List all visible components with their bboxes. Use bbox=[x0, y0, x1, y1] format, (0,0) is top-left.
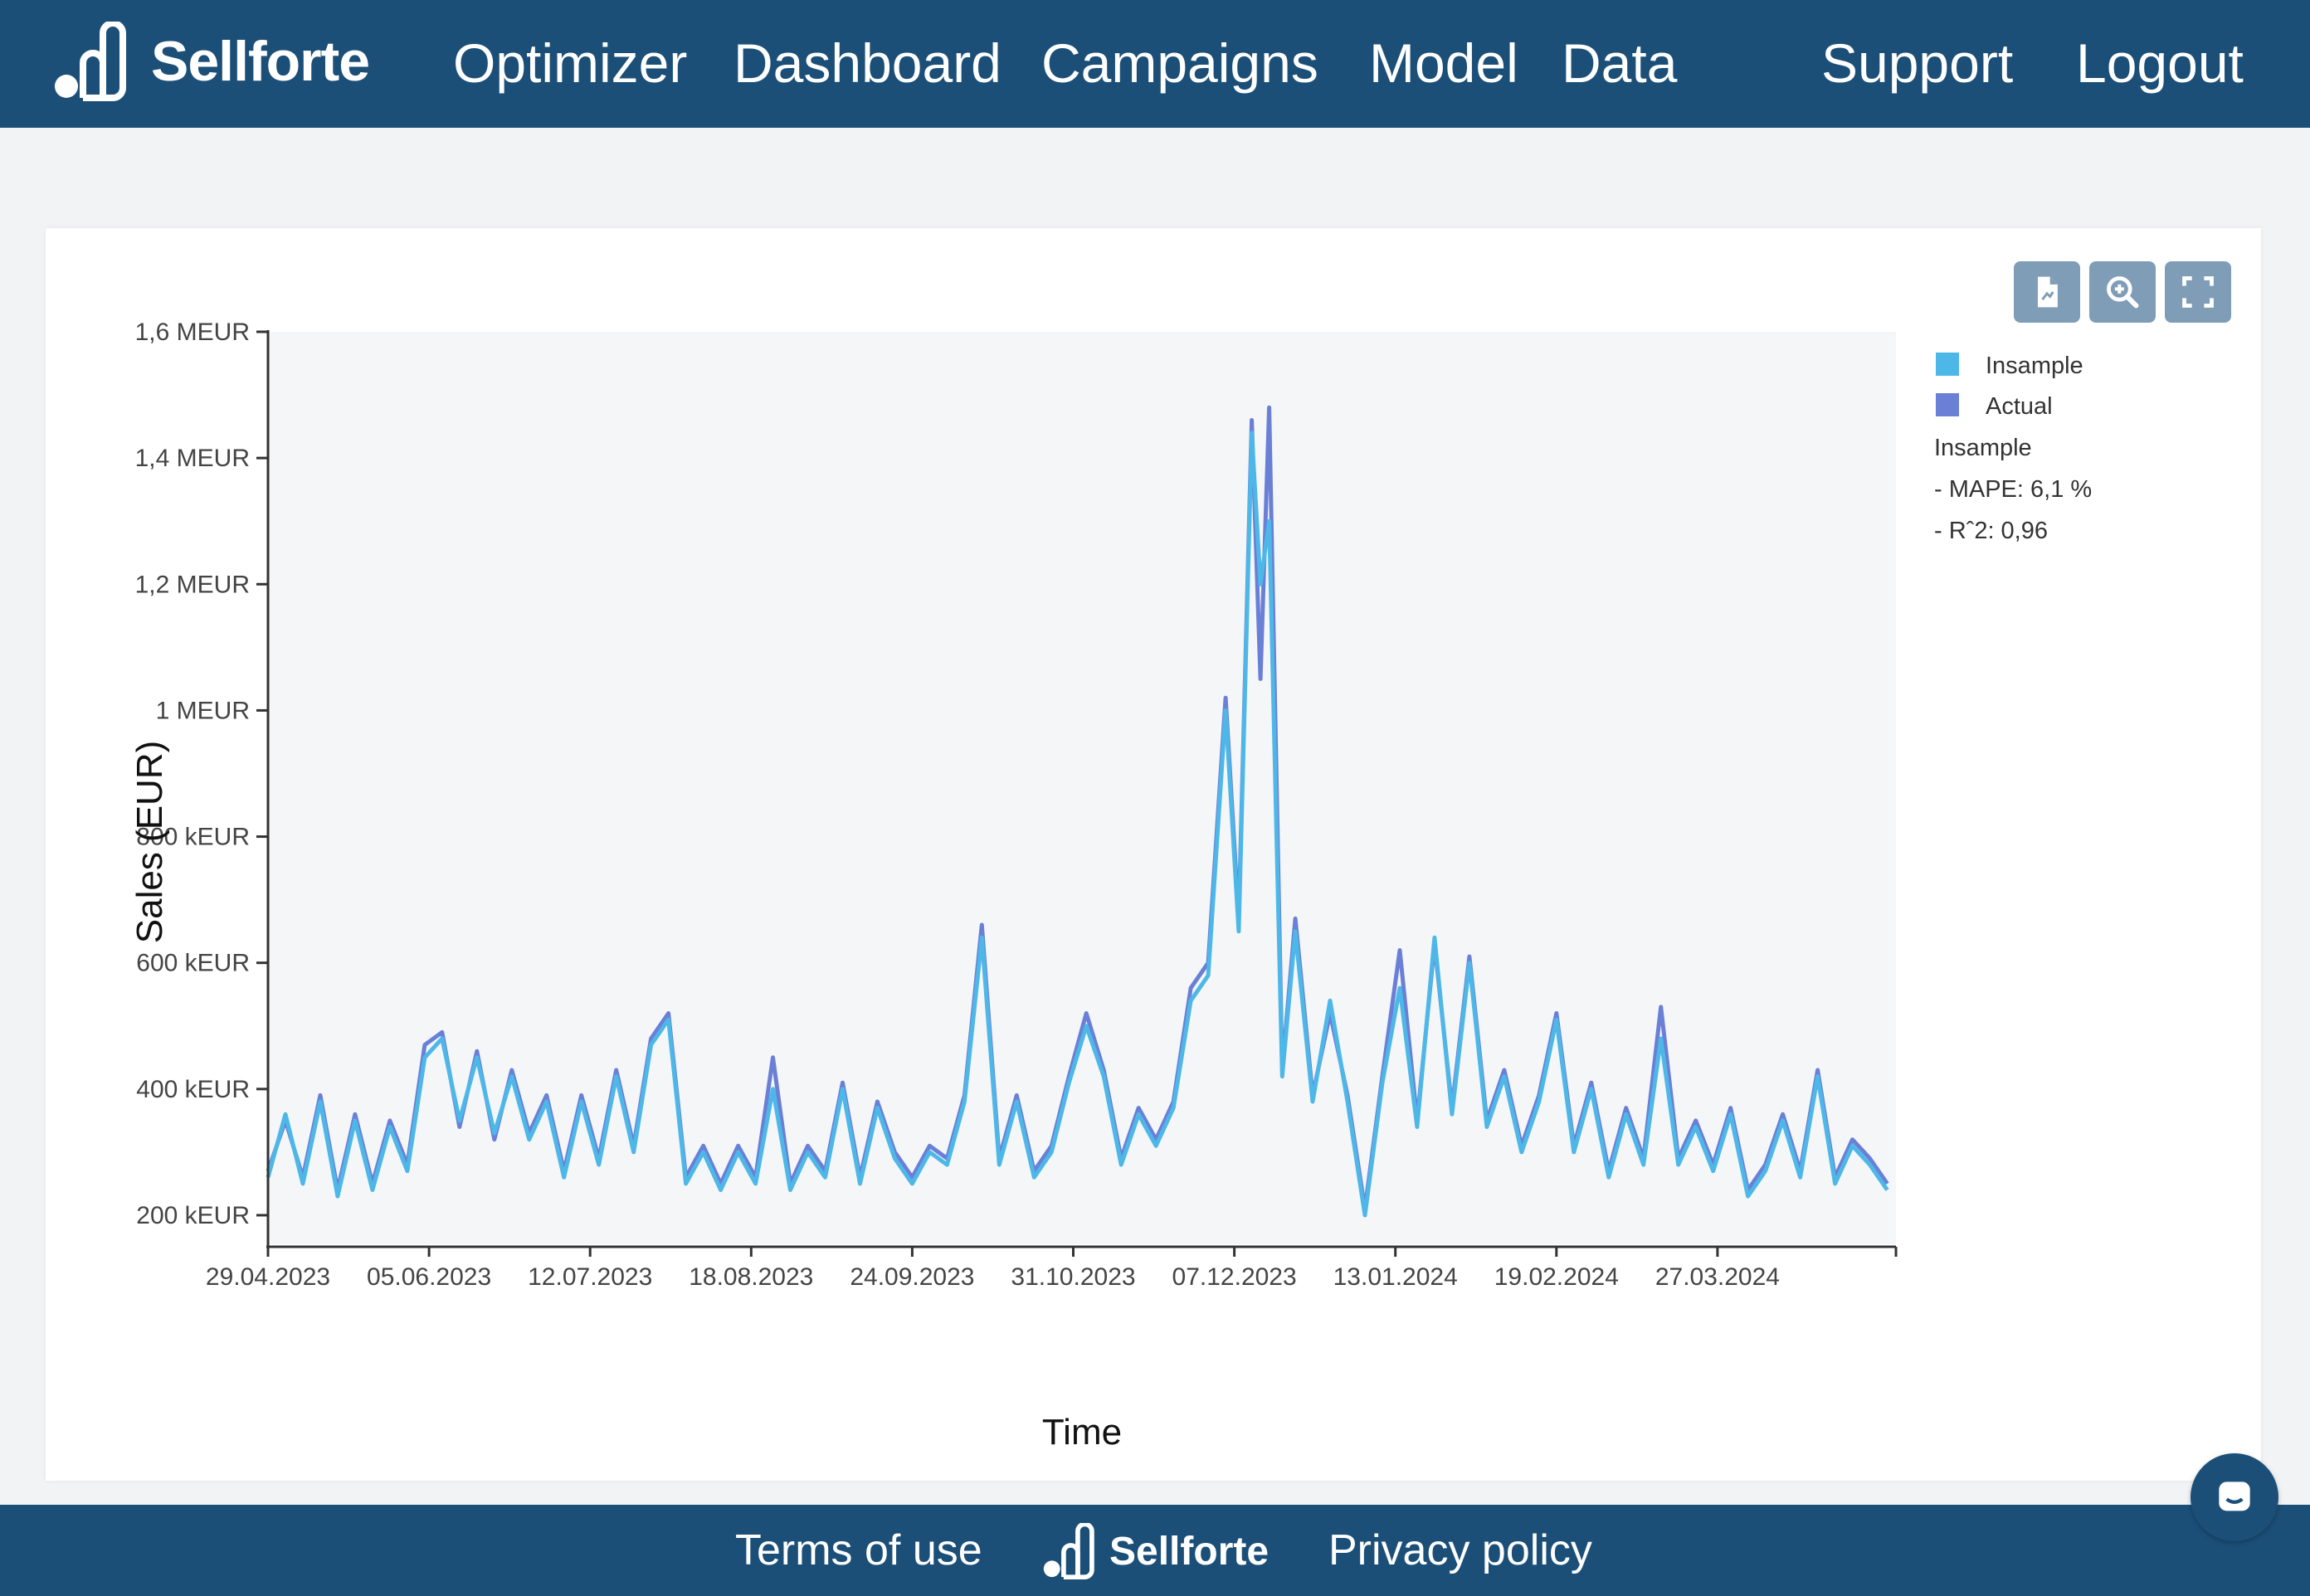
terms-of-use-link[interactable]: Terms of use bbox=[735, 1526, 982, 1574]
y-tick-label: 1,4 MEUR bbox=[135, 445, 250, 472]
y-tick-label: 1 MEUR bbox=[156, 697, 250, 724]
export-report-button[interactable] bbox=[2014, 261, 2080, 323]
x-tick-label: 31.10.2023 bbox=[1011, 1263, 1135, 1291]
stats-r2: - Rˆ2: 0,96 bbox=[1934, 518, 2048, 544]
nav-model[interactable]: Model bbox=[1369, 32, 1518, 94]
fullscreen-icon bbox=[2182, 276, 2214, 308]
x-axis-title: Time bbox=[1042, 1412, 1122, 1452]
x-tick-label: 13.01.2024 bbox=[1333, 1263, 1458, 1291]
nav-support[interactable]: Support bbox=[1821, 32, 2014, 94]
stats-mape: - MAPE: 6,1 % bbox=[1934, 476, 2092, 503]
legend-label-actual[interactable]: Actual bbox=[1986, 393, 2053, 420]
zoom-in-icon bbox=[2107, 276, 2139, 309]
legend-swatch-insample[interactable] bbox=[1936, 353, 1959, 376]
sellforte-logo-icon bbox=[1043, 1523, 1094, 1579]
series-layer bbox=[266, 405, 1889, 1218]
y-tick-label: 400 kEUR bbox=[136, 1076, 250, 1103]
x-tick-label: 19.02.2024 bbox=[1494, 1263, 1619, 1291]
nav-campaigns[interactable]: Campaigns bbox=[1041, 32, 1318, 94]
privacy-policy-link[interactable]: Privacy policy bbox=[1328, 1526, 1592, 1574]
legend-label-insample[interactable]: Insample bbox=[1986, 353, 2083, 379]
y-tick-label: 200 kEUR bbox=[136, 1202, 250, 1229]
nav-optimizer[interactable]: Optimizer bbox=[453, 32, 688, 94]
top-nav-bar: Sellforte Optimizer Dashboard Campaigns … bbox=[0, 0, 2310, 128]
x-tick-label: 07.12.2023 bbox=[1172, 1263, 1297, 1291]
export-report-icon bbox=[2038, 276, 2058, 308]
y-tick-label: 1,2 MEUR bbox=[135, 571, 250, 598]
x-tick-label: 29.04.2023 bbox=[206, 1263, 330, 1291]
series-line-insample[interactable] bbox=[266, 431, 1889, 1218]
footer-brand-name: Sellforte bbox=[1109, 1529, 1270, 1574]
x-tick-label: 18.08.2023 bbox=[689, 1263, 813, 1291]
nav-data[interactable]: Data bbox=[1562, 32, 1678, 94]
nav-dashboard[interactable]: Dashboard bbox=[733, 32, 1001, 94]
y-tick-label: 600 kEUR bbox=[136, 950, 250, 977]
footer-bar: Terms of use Sellforte Privacy policy bbox=[0, 1505, 2310, 1596]
x-ticks: 29.04.2023 05.06.2023 12.07.2023 18.08.2023… bbox=[206, 1247, 1898, 1291]
y-tick-label: 800 kEUR bbox=[136, 824, 250, 851]
footer-brand[interactable]: Sellforte bbox=[1041, 1518, 1269, 1584]
chart-card: 200 kEUR 400 kEUR 600 kEUR 800 kEUR 1 MEUR 1,… bbox=[46, 228, 2261, 1481]
fullscreen-button[interactable] bbox=[2165, 261, 2231, 323]
legend: Insample Actual Insample - MAPE: 6,1 % -… bbox=[1934, 353, 2092, 544]
x-tick-label: 05.06.2023 bbox=[367, 1263, 491, 1291]
plot-area bbox=[268, 332, 1896, 1244]
sellforte-logo-icon bbox=[55, 22, 126, 101]
y-ticks: 200 kEUR 400 kEUR 600 kEUR 800 kEUR 1 MEUR 1,… bbox=[135, 319, 268, 1229]
chat-icon bbox=[2219, 1482, 2250, 1511]
stats-title: Insample bbox=[1934, 435, 2032, 461]
chat-button[interactable] bbox=[2191, 1453, 2278, 1541]
zoom-button[interactable] bbox=[2089, 261, 2156, 323]
x-tick-label: 24.09.2023 bbox=[850, 1263, 974, 1291]
x-tick-label: 12.07.2023 bbox=[528, 1263, 652, 1291]
legend-swatch-actual[interactable] bbox=[1936, 393, 1959, 416]
y-axis-title: Sales (EUR) bbox=[129, 741, 170, 944]
nav-logout[interactable]: Logout bbox=[2076, 32, 2244, 94]
brand-logo[interactable]: Sellforte bbox=[51, 20, 370, 103]
y-tick-label: 1,6 MEUR bbox=[135, 319, 250, 346]
brand-name: Sellforte bbox=[151, 30, 370, 93]
sales-chart: 200 kEUR 400 kEUR 600 kEUR 800 kEUR 1 MEUR 1,… bbox=[129, 319, 2092, 1452]
x-tick-label: 27.03.2024 bbox=[1655, 1263, 1780, 1291]
